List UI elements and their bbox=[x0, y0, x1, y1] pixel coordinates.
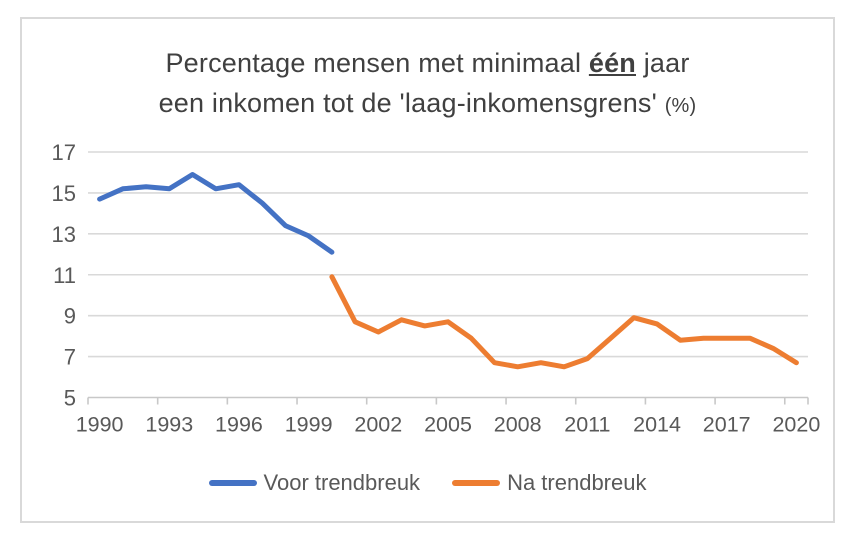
x-tick-label: 2008 bbox=[494, 413, 542, 437]
x-tick-label: 2017 bbox=[703, 413, 751, 437]
y-tick-label: 15 bbox=[52, 181, 76, 206]
title-text-before: Percentage mensen met minimaal bbox=[165, 48, 589, 78]
legend-swatch-orange-line bbox=[452, 480, 501, 486]
legend-item-voor-trendbreuk: Voor trendbreuk bbox=[208, 470, 421, 496]
chart-container: Percentage mensen met minimaal één jaar … bbox=[20, 17, 835, 523]
x-tick-label: 2014 bbox=[633, 413, 681, 437]
y-tick-label: 13 bbox=[52, 222, 76, 247]
x-tick-label: 1999 bbox=[285, 413, 333, 437]
x-tick-label: 1996 bbox=[215, 413, 263, 437]
y-tick-label: 7 bbox=[64, 345, 76, 370]
y-tick-label: 5 bbox=[64, 386, 76, 411]
title-emphasis: één bbox=[588, 48, 636, 78]
plot-area: 5 7 9 11 13 15 17 1990 1993 1996 1999 2002 2005 2008 2… bbox=[52, 140, 821, 437]
x-tick-label: 2020 bbox=[772, 413, 820, 437]
chart-title-line2: een inkomen tot de 'laag-inkomensgrens' … bbox=[22, 83, 833, 126]
title-text-line2: een inkomen tot de 'laag-inkomensgrens' bbox=[158, 88, 665, 118]
series-line-voor-trendbreuk bbox=[97, 172, 335, 255]
legend-label-na-trendbreuk: Na trendbreuk bbox=[507, 470, 647, 495]
x-tick-label: 1990 bbox=[76, 413, 124, 437]
y-tick-label: 9 bbox=[64, 304, 76, 329]
y-tick-label: 17 bbox=[52, 140, 76, 165]
chart-title: Percentage mensen met minimaal één jaar … bbox=[22, 43, 833, 126]
legend-label-voor-trendbreuk: Voor trendbreuk bbox=[263, 470, 421, 495]
y-tick-label: 11 bbox=[53, 263, 76, 288]
x-tick-label: 2005 bbox=[424, 413, 472, 437]
legend: Voor trendbreuk Na trendbreuk bbox=[22, 470, 833, 496]
x-tick-label: 2011 bbox=[564, 413, 610, 437]
chart-title-line1: Percentage mensen met minimaal één jaar bbox=[22, 43, 833, 83]
legend-swatch-blue-line bbox=[208, 480, 257, 486]
x-tick-label: 2002 bbox=[354, 413, 402, 437]
x-tick-label: 1993 bbox=[145, 413, 193, 437]
legend-item-na-trendbreuk: Na trendbreuk bbox=[452, 470, 646, 496]
series-line-na-trendbreuk bbox=[329, 274, 799, 370]
title-text-after: jaar bbox=[636, 48, 690, 78]
title-unit-suffix: (%) bbox=[664, 95, 697, 117]
